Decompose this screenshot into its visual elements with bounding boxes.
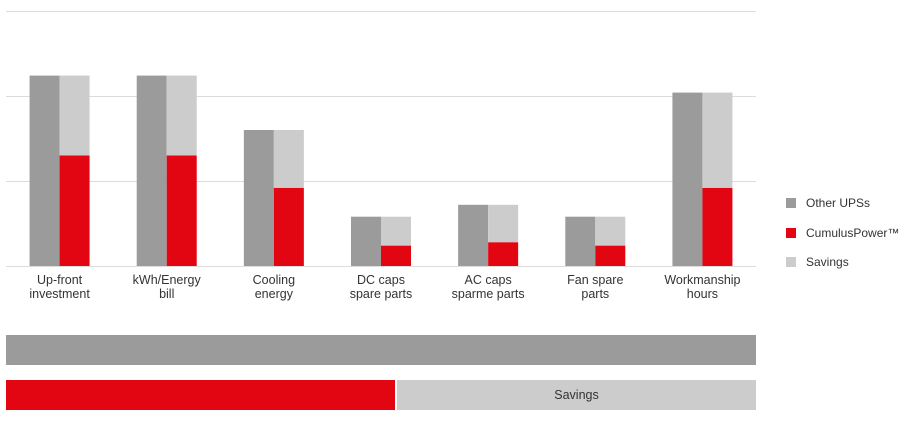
legend-label-other-upss: Other UPSs	[806, 196, 871, 210]
x-tick-label-workmanship-hours: Workmanship	[664, 273, 740, 287]
bar-savings-cooling-energy	[273, 130, 304, 188]
summary-split-bar: Savings	[6, 380, 756, 410]
x-tick-label-fan-spare-parts: Fan spare	[567, 273, 623, 287]
summary-savings-label: Savings	[554, 388, 599, 402]
summary-divider	[395, 380, 397, 410]
x-tick-label-ac-caps-sparme-parts: AC caps	[465, 273, 512, 287]
bar-cumuluspower-workmanship-hours	[702, 187, 733, 266]
x-tick-label-dc-caps-spare-parts: DC caps	[357, 273, 405, 287]
x-tick-label-workmanship-hours: hours	[687, 287, 718, 301]
bar-cumuluspower-dc-caps-spare-parts	[381, 245, 411, 266]
legend-label-cumuluspower: CumulusPower™	[806, 225, 900, 240]
bar-other-upss-up-front-investment	[29, 75, 60, 266]
bar-savings-ac-caps-sparme-parts	[488, 204, 519, 243]
bar-savings-workmanship-hours	[702, 92, 733, 188]
bar-other-upss-fan-spare-parts	[565, 216, 596, 266]
bar-cumuluspower-kwh-energy-bill	[166, 155, 197, 266]
chart-legend: Other UPSs CumulusPower™ Savings	[786, 196, 906, 285]
x-tick-label-dc-caps-spare-parts: spare parts	[350, 287, 413, 301]
legend-swatch-other-upss	[786, 198, 796, 208]
bar-savings-fan-spare-parts	[595, 216, 626, 246]
x-tick-label-cooling-energy: Cooling	[253, 273, 295, 287]
bar-cumuluspower-fan-spare-parts	[595, 245, 626, 266]
bar-savings-kwh-energy-bill	[166, 75, 197, 156]
x-tick-label-up-front-investment: Up-front	[37, 273, 83, 287]
legend-item-other-upss: Other UPSs	[786, 196, 906, 210]
summary-savings-segment: Savings	[397, 380, 756, 410]
bar-savings-up-front-investment	[59, 75, 90, 156]
summary-total-bar	[6, 335, 756, 365]
x-tick-label-kwh-energy-bill: bill	[159, 287, 174, 301]
bar-other-upss-workmanship-hours	[672, 92, 703, 266]
legend-label-savings: Savings	[806, 255, 849, 269]
legend-swatch-savings	[786, 257, 796, 267]
x-tick-label-up-front-investment: investment	[29, 287, 90, 301]
bar-other-upss-ac-caps-sparme-parts	[458, 204, 489, 266]
summary-cumuluspower-segment	[6, 380, 395, 410]
bar-cumuluspower-ac-caps-sparme-parts	[488, 242, 519, 266]
x-tick-label-cooling-energy: energy	[255, 287, 294, 301]
bar-other-upss-kwh-energy-bill	[136, 75, 167, 266]
x-tick-label-ac-caps-sparme-parts: sparme parts	[452, 287, 525, 301]
bar-other-upss-cooling-energy	[243, 130, 274, 266]
bar-cumuluspower-up-front-investment	[59, 155, 90, 266]
legend-swatch-cumuluspower	[786, 227, 796, 238]
x-tick-label-fan-spare-parts: parts	[581, 287, 609, 301]
legend-item-savings: Savings	[786, 255, 906, 269]
bar-other-upss-dc-caps-spare-parts	[351, 216, 381, 266]
x-tick-label-kwh-energy-bill: kWh/Energy	[133, 273, 202, 287]
bar-savings-dc-caps-spare-parts	[381, 216, 411, 246]
bar-cumuluspower-cooling-energy	[273, 187, 304, 266]
legend-item-cumuluspower: CumulusPower™	[786, 226, 906, 240]
